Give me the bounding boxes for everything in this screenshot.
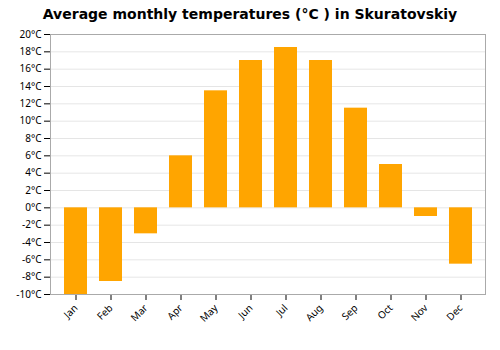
svg-text:Mar: Mar: [127, 301, 150, 324]
svg-text:16°C: 16°C: [19, 61, 42, 75]
svg-text:-8°C: -8°C: [22, 269, 42, 283]
svg-text:8°C: 8°C: [25, 131, 42, 145]
svg-text:10°C: 10°C: [19, 113, 42, 127]
svg-text:-10°C: -10°C: [16, 287, 42, 301]
svg-text:-2°C: -2°C: [22, 217, 42, 231]
svg-text:4°C: 4°C: [25, 165, 42, 179]
svg-text:18°C: 18°C: [19, 44, 42, 58]
svg-text:6°C: 6°C: [25, 148, 42, 162]
svg-text:-4°C: -4°C: [22, 235, 42, 249]
svg-text:Nov: Nov: [407, 300, 431, 324]
svg-text:0°C: 0°C: [25, 200, 42, 214]
svg-text:14°C: 14°C: [19, 79, 42, 93]
svg-text:Jan: Jan: [60, 301, 81, 322]
svg-text:-6°C: -6°C: [22, 252, 42, 266]
html-text:Average monthly temperatures (: Average monthly temperatures (°C ) in Sk…: [42, 6, 458, 22]
svg-text:20°C: 20°C: [19, 27, 42, 41]
svg-text:Jun: Jun: [234, 301, 255, 322]
svg-text:2°C: 2°C: [25, 183, 42, 197]
svg-text:12°C: 12°C: [19, 96, 42, 110]
svg-text:Sep: Sep: [338, 301, 360, 323]
svg-text:Feb: Feb: [93, 301, 115, 323]
svg-text:Apr: Apr: [164, 301, 186, 323]
svg-text:Oct: Oct: [374, 301, 396, 323]
svg-text:May: May: [196, 300, 221, 325]
svg-text:Jul: Jul: [272, 301, 291, 320]
svg-text:Aug: Aug: [302, 301, 325, 324]
svg-text:Dec: Dec: [443, 301, 466, 324]
